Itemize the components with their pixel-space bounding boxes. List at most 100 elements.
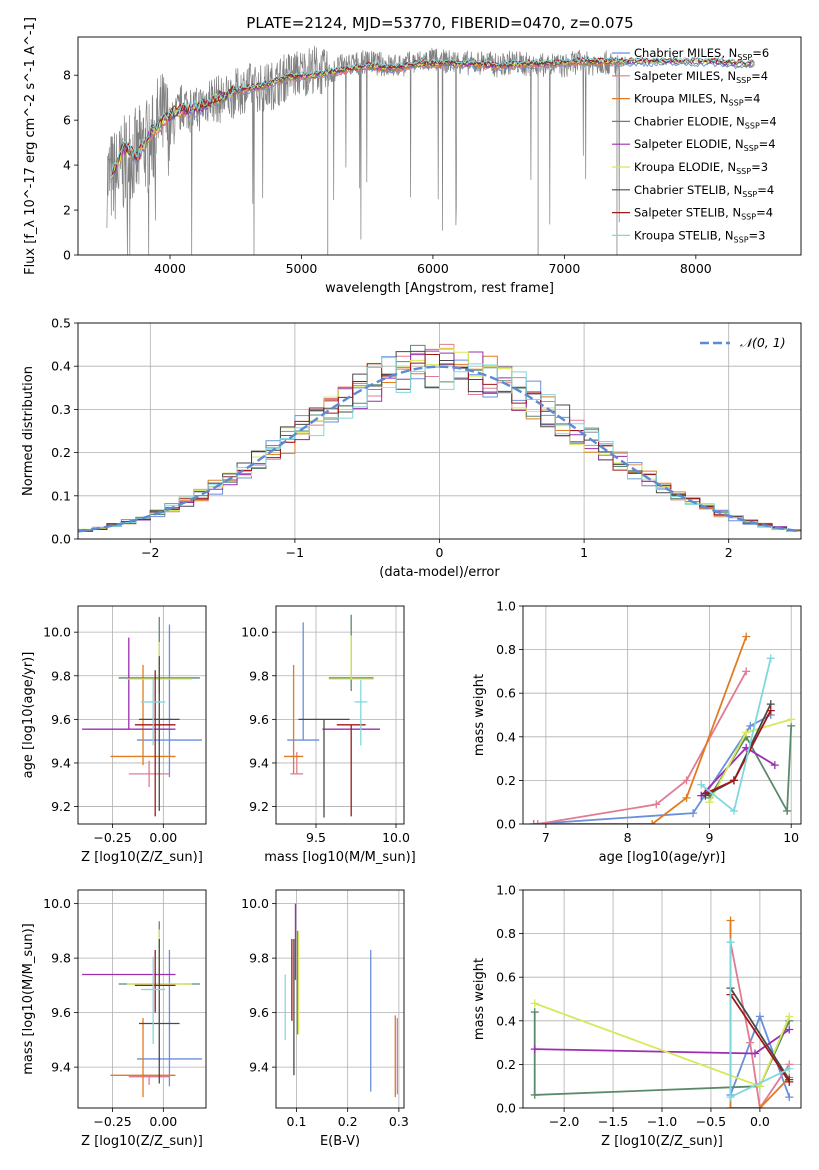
mass-weight-marker <box>533 820 542 824</box>
y-tick-label: 10.0 <box>241 896 269 911</box>
x-tick-label: 2 <box>725 545 733 560</box>
mass_weight_vs_Z-plot-area <box>523 889 801 1109</box>
mass-weight-marker <box>726 916 735 925</box>
mass-weight-vs-age-panel: 7 8 9 10 0.0 0.2 0.4 0.6 0.8 1.0 age [log10(age/yr… <box>472 599 802 865</box>
mass-weight-marker <box>785 1077 794 1086</box>
y-tick-label: 0.4 <box>51 359 71 374</box>
y-tick-label: 1.0 <box>496 599 516 614</box>
mass-weight-line-6 <box>729 987 791 1081</box>
model-spectrum-7 <box>110 56 755 176</box>
spectrum-marks <box>106 45 755 255</box>
mass-weight-marker <box>726 1104 735 1108</box>
y-tick-label: 0.2 <box>496 773 516 788</box>
y-tick-label: 0.5 <box>51 316 71 331</box>
mass-weight-marker <box>742 632 751 641</box>
mass-weight-marker <box>682 776 691 785</box>
legend-label: Salpeter MILES, NSSP=4 <box>634 69 768 85</box>
residual-histogram-8 <box>78 357 801 533</box>
mass-weight-marker <box>682 793 691 802</box>
y-tick-label: 0.2 <box>51 445 71 460</box>
spectrum-legend: Chabrier MILES, NSSP=6 Salpeter MILES, NS… <box>612 46 777 244</box>
mass-weight-marker <box>726 1093 735 1102</box>
y-tick-label: 8 <box>63 68 71 83</box>
x-tick-label: 0.00 <box>149 830 177 845</box>
mass_vs_Z-plot-area <box>78 890 206 1108</box>
x-tick-label: 0.3 <box>389 1114 409 1129</box>
y-tick-label: 9.6 <box>249 712 269 727</box>
y-tick-label: 9.8 <box>51 951 71 966</box>
residuals-panel: −2 −1 0 1 2 0.0 0.1 0.2 0.3 0.4 0.5 (data-model)/er… <box>21 316 802 580</box>
spectrum-panel: 4000 5000 6000 7000 8000 0 2 4 6 8 wavelength [Ang… <box>23 17 802 296</box>
mass_vs_ebv-marks <box>284 903 398 1098</box>
y-tick-label: 0.6 <box>496 970 516 985</box>
age_vs_Z-marks <box>82 616 202 817</box>
mass_vs_Z-marks <box>82 921 202 1098</box>
mass-weight-marker <box>529 820 538 824</box>
mass-weight-marker <box>530 1008 539 1017</box>
mass_weight_vs_age-frame <box>522 605 802 825</box>
x-tick-label: 5000 <box>286 261 318 276</box>
legend-label: Kroupa STELIB, NSSP=3 <box>634 228 765 244</box>
x-tick-label: −1 <box>286 545 304 560</box>
mass-weight-line-2 <box>533 636 748 824</box>
y-axis-label: Flux [f_λ 10^-17 erg cm^-2 s^-1 A^-1] <box>23 17 38 275</box>
y-tick-label: 9.4 <box>51 755 71 770</box>
y-axis-label: Normed distribution <box>21 366 36 496</box>
age_vs_Z-frame <box>77 605 207 825</box>
mass-weight-marker <box>652 800 661 809</box>
y-tick-label: 0.0 <box>496 1101 516 1116</box>
age_vs_mass-frame <box>275 605 405 825</box>
legend-label: Chabrier MILES, NSSP=6 <box>634 46 769 62</box>
y-tick-label: 10.0 <box>43 625 71 640</box>
mass-weight-marker <box>746 721 755 730</box>
x-tick-label: 10.0 <box>382 830 410 845</box>
legend-label: 𝒩(0, 1) <box>740 335 786 350</box>
mass_vs_ebv-plot-area <box>276 890 404 1108</box>
y-tick-label: 0.0 <box>496 817 516 832</box>
mass-weight-line-0 <box>533 714 772 824</box>
y-tick-label: 0.8 <box>496 642 516 657</box>
mass-weight-marker <box>729 806 738 815</box>
mass-weight-marker <box>689 809 698 818</box>
figure-title: PLATE=2124, MJD=53770, FIBERID=0470, z=0… <box>246 14 633 32</box>
y-tick-label: 1.0 <box>496 883 516 898</box>
observed-flux-line <box>106 45 620 255</box>
legend-label: Salpeter STELIB, NSSP=4 <box>634 206 773 222</box>
model-spectrum-8 <box>110 55 755 177</box>
y-tick-label: 0.6 <box>496 686 516 701</box>
x-tick-label: −2.0 <box>549 1114 579 1129</box>
x-axis-label: mass [log10(M/M_sun)] <box>264 850 416 865</box>
y-tick-label: 4 <box>63 158 71 173</box>
x-axis-label: Z [log10(Z/Z_sun)] <box>81 1134 203 1149</box>
y-tick-label: 9.6 <box>249 1005 269 1020</box>
mass-weight-line-1 <box>729 942 791 1108</box>
mass-weight-marker <box>697 780 706 789</box>
spectrum-frame <box>77 36 802 256</box>
y-tick-label: 2 <box>63 203 71 218</box>
mass-weight-marker <box>785 1012 794 1021</box>
mass-weight-marker <box>787 715 796 724</box>
x-axis-label: Z [log10(Z/Z_sun)] <box>81 850 203 865</box>
y-tick-label: 6 <box>63 113 71 128</box>
mass-weight-line-1 <box>537 670 747 824</box>
x-tick-label: 6000 <box>417 261 449 276</box>
x-tick-label: 9 <box>705 830 713 845</box>
y-tick-label: 0 <box>63 248 71 263</box>
y-tick-label: 10.0 <box>241 625 269 640</box>
mass-weight-line-5 <box>708 718 792 803</box>
x-axis-label: age [log10(age/yr)] <box>599 850 726 865</box>
mass-weight-marker <box>766 706 775 715</box>
legend-label: Chabrier ELODIE, NSSP=4 <box>634 114 777 130</box>
y-tick-label: 0.4 <box>496 1013 516 1028</box>
model-spectrum-0 <box>110 61 755 183</box>
mass-weight-vs-metallicity-panel: −2.0 −1.5 −1.0 −0.5 0.0 0.0 0.2 0.4 0.6 0.8 1.0 Z [… <box>472 883 802 1149</box>
y-axis-label: mass weight <box>472 674 487 756</box>
y-tick-label: 0.1 <box>51 488 71 503</box>
mass-weight-marker <box>750 1049 759 1058</box>
y-tick-label: 0.2 <box>496 1057 516 1072</box>
y-tick-label: 9.6 <box>51 1005 71 1020</box>
mass-weight-marker <box>755 1104 764 1108</box>
model-spectrum-5 <box>110 58 755 179</box>
mass_vs_ebv-frame <box>275 889 405 1109</box>
legend-label: Chabrier STELIB, NSSP=4 <box>634 183 774 199</box>
